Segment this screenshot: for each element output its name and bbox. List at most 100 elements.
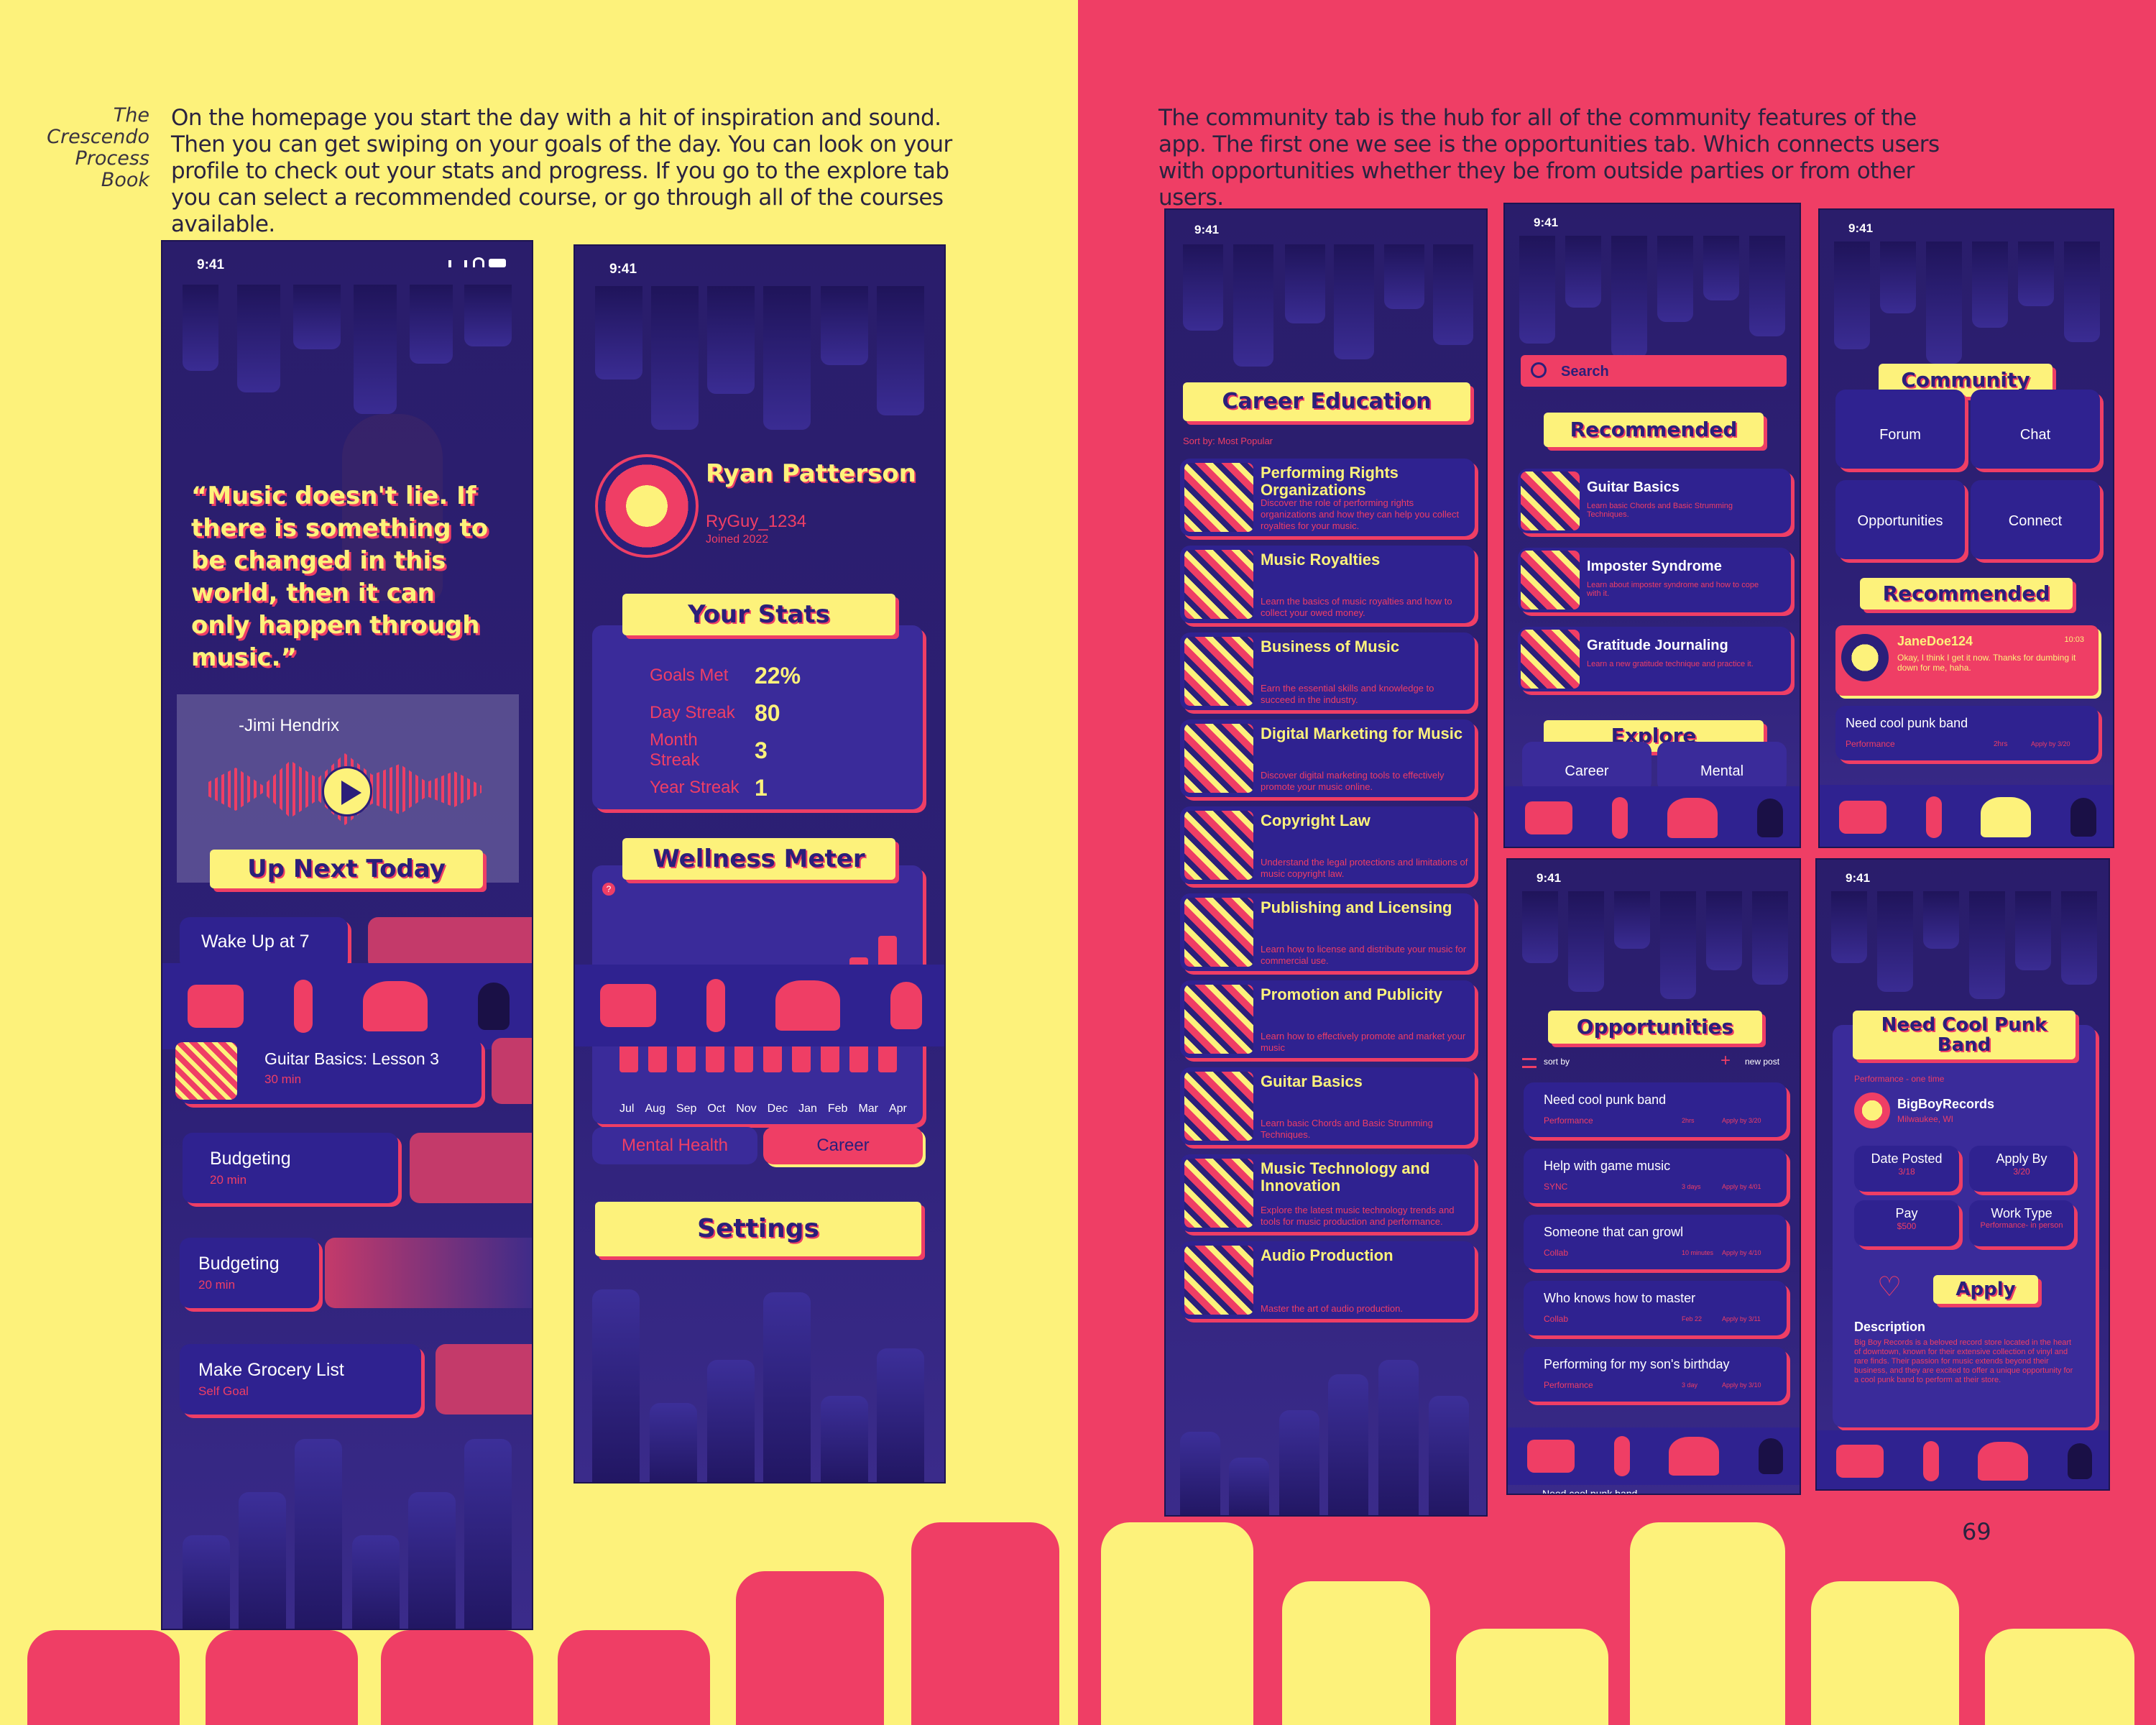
new-post-label[interactable]: new post xyxy=(1745,1057,1780,1067)
decor-bar xyxy=(1926,242,1962,364)
course-card[interactable]: Music Technology and Innovation Explore t… xyxy=(1180,1154,1475,1232)
decor-bar xyxy=(595,286,642,380)
microphone-icon[interactable] xyxy=(294,980,313,1033)
task-title: Make Grocery List xyxy=(198,1360,344,1380)
settings-button[interactable]: Settings xyxy=(595,1202,921,1256)
tile-connect[interactable]: Connect xyxy=(1971,480,2100,559)
opportunity-card[interactable]: Need cool punk band Performance 2hrs App… xyxy=(1835,706,2099,760)
headphones-icon[interactable] xyxy=(478,983,510,1030)
headphones-icon[interactable] xyxy=(890,982,922,1029)
crowd-icon[interactable] xyxy=(1669,1437,1720,1476)
decor-bar xyxy=(651,286,699,430)
course-card[interactable]: Guitar Basics Learn basic Chords and Basi… xyxy=(1180,1067,1475,1145)
tile-opportunities[interactable]: Opportunities xyxy=(1835,480,1965,559)
status-time: 9:41 xyxy=(1194,223,1220,236)
sort-label[interactable]: sort by xyxy=(1544,1057,1570,1067)
recommended-card[interactable]: Imposter Syndrome Learn about imposter sy… xyxy=(1518,548,1791,612)
opportunity-card[interactable]: Someone that can growl Collab 10 minutes Ap… xyxy=(1524,1215,1787,1269)
play-button[interactable] xyxy=(322,766,372,816)
decor-bar xyxy=(592,1289,640,1482)
task-card[interactable]: Guitar Basics: Lesson 3 30 min xyxy=(175,1038,482,1104)
decor-bar xyxy=(183,285,218,371)
radio-icon[interactable] xyxy=(1527,1440,1575,1473)
course-card[interactable]: Performing Rights Organizations Discover … xyxy=(1180,459,1475,536)
headphones-icon[interactable] xyxy=(1756,799,1783,837)
search-input[interactable]: Search xyxy=(1521,355,1787,387)
opportunity-card[interactable]: Help with game music SYNC 3 days Apply by 4… xyxy=(1524,1149,1787,1203)
org-name[interactable]: BigBoyRecords xyxy=(1897,1097,1995,1111)
task-card[interactable]: Budgeting 20 min xyxy=(180,1238,319,1308)
course-card[interactable]: Music Royalties Learn the basics of music… xyxy=(1180,546,1475,623)
tab-mental-health[interactable]: Mental Health xyxy=(592,1127,757,1164)
wellness-heading: Wellness Meter xyxy=(622,838,895,880)
tile-chat[interactable]: Chat xyxy=(1971,390,2100,469)
course-title: Gratitude Journaling xyxy=(1587,638,1728,653)
microphone-icon[interactable] xyxy=(1613,1436,1630,1476)
stat-label: Month Streak xyxy=(650,730,700,770)
crowd-icon[interactable] xyxy=(1978,1442,2029,1481)
opportunities-heading: Opportunities xyxy=(1548,1011,1762,1044)
page-number: 69 xyxy=(1962,1518,1991,1545)
microphone-icon[interactable] xyxy=(706,979,725,1032)
headphones-icon[interactable] xyxy=(2070,798,2096,837)
opportunity-time: Feb 22 xyxy=(1682,1315,1703,1322)
task-card[interactable]: Budgeting 20 min xyxy=(183,1133,398,1203)
opportunity-category: SYNC xyxy=(1544,1182,1568,1192)
explore-tab-career[interactable]: Career xyxy=(1522,742,1651,792)
explore-tab-mental[interactable]: Mental xyxy=(1657,742,1787,792)
decor-bar xyxy=(2064,242,2100,342)
avatar[interactable] xyxy=(595,454,699,558)
radio-icon[interactable] xyxy=(1836,1445,1884,1478)
opportunity-category: Performance xyxy=(1846,739,1895,749)
course-card[interactable]: Copyright Law Understand the legal protec… xyxy=(1180,806,1475,884)
task-card[interactable]: Wake Up at 7 xyxy=(180,917,348,970)
sort-icon[interactable] xyxy=(1522,1058,1537,1068)
guitar-thumbnail xyxy=(175,1042,237,1100)
decor-bar xyxy=(1880,242,1916,313)
stat-value: 1 xyxy=(755,774,768,801)
opportunity-card[interactable]: Performing for my son's birthday Performa… xyxy=(1524,1347,1787,1402)
recommended-heading: Recommended xyxy=(1544,413,1764,447)
course-card[interactable]: Audio Production Master the art of audio … xyxy=(1180,1241,1475,1319)
opportunity-card[interactable]: Need cool punk band Performance 2hrs Apply … xyxy=(1524,1082,1787,1137)
tile-forum[interactable]: Forum xyxy=(1835,390,1965,469)
info-icon[interactable]: ? xyxy=(602,883,615,896)
radio-icon[interactable] xyxy=(600,984,656,1027)
course-card[interactable]: Promotion and Publicity Learn how to effe… xyxy=(1180,980,1475,1058)
microphone-icon[interactable] xyxy=(1611,797,1628,839)
field-label: Work Type xyxy=(1991,1206,2053,1220)
heart-icon[interactable]: ♡ xyxy=(1877,1272,1902,1302)
sort-label[interactable]: Sort by: Most Popular xyxy=(1183,436,1273,446)
crowd-icon[interactable] xyxy=(1667,798,1718,838)
avatar xyxy=(1841,634,1889,681)
opportunity-time: 2hrs xyxy=(1994,740,2008,748)
task-duration: 20 min xyxy=(210,1173,247,1187)
headphones-icon[interactable] xyxy=(2067,1443,2092,1479)
course-card[interactable]: Digital Marketing for Music Discover digi… xyxy=(1180,719,1475,797)
microphone-icon[interactable] xyxy=(1922,1441,1939,1481)
headphones-icon[interactable] xyxy=(1758,1438,1783,1474)
chat-post-card[interactable]: JaneDoe124 10:03 Okay, I think I get it … xyxy=(1835,625,2099,696)
opportunity-apply-by: Apply by 4/10 xyxy=(1722,1249,1761,1256)
radio-icon[interactable] xyxy=(1524,801,1572,834)
radio-icon[interactable] xyxy=(1839,801,1887,834)
task-card[interactable]: Make Grocery List Self Goal xyxy=(180,1344,421,1414)
decor-bar xyxy=(1384,244,1424,309)
apply-button[interactable]: Apply xyxy=(1933,1275,2038,1304)
microphone-icon[interactable] xyxy=(1925,796,1942,838)
decor-bar xyxy=(1614,891,1650,949)
tab-career[interactable]: Career xyxy=(763,1127,923,1164)
course-card[interactable]: Business of Music Earn the essential skil… xyxy=(1180,632,1475,710)
crowd-icon[interactable] xyxy=(775,980,840,1031)
course-description: Learn basic Chords and Basic Strumming T… xyxy=(1261,1118,1433,1140)
crowd-icon[interactable] xyxy=(1981,797,2032,837)
recommended-card[interactable]: Gratitude Journaling Learn a new gratitud… xyxy=(1518,627,1791,691)
month-label: Nov xyxy=(736,1103,757,1115)
opportunity-card[interactable]: Who knows how to master Collab Feb 22 Apply… xyxy=(1524,1281,1787,1335)
radio-icon[interactable] xyxy=(188,985,244,1028)
crowd-icon[interactable] xyxy=(363,981,428,1031)
recommended-card[interactable]: Guitar Basics Learn basic Chords and Basi… xyxy=(1518,469,1791,533)
plus-icon[interactable]: + xyxy=(1720,1051,1731,1070)
stat-row: Year Streak 1 xyxy=(650,769,865,806)
course-card[interactable]: Publishing and Licensing Learn how to lic… xyxy=(1180,893,1475,971)
